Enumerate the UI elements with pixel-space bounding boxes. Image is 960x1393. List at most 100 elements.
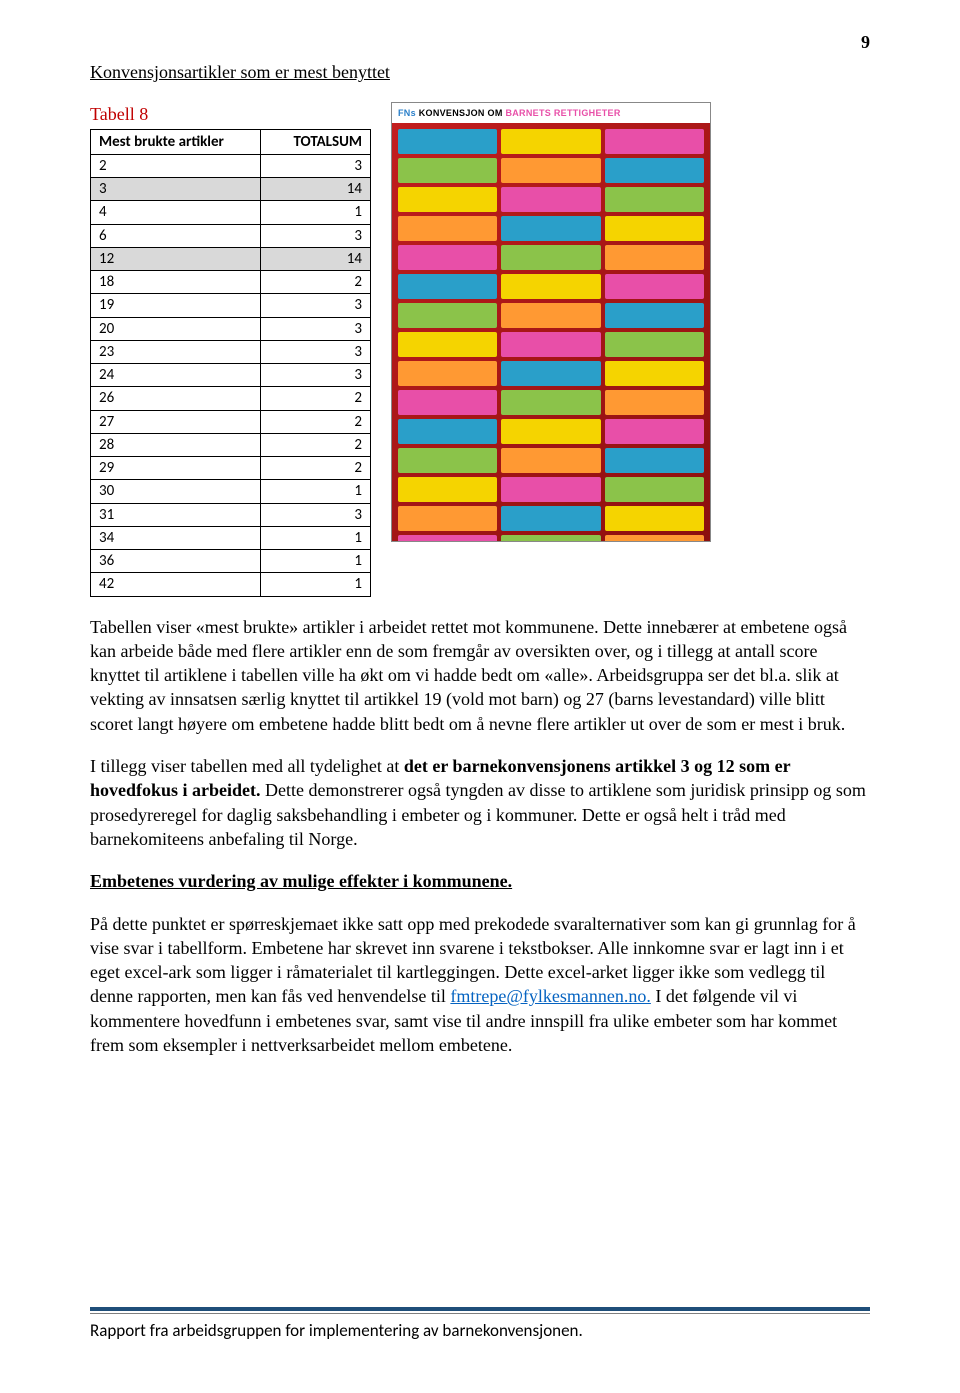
- table-row: 23: [91, 154, 371, 177]
- footer-rule-thin: [90, 1313, 870, 1314]
- poster-cell: [501, 535, 600, 542]
- table-cell-total: 1: [261, 573, 371, 596]
- poster-cell: [501, 477, 600, 502]
- table-wrap: Tabell 8 Mest brukte artikler TOTALSUM 2…: [90, 102, 371, 596]
- poster-cell: [501, 506, 600, 531]
- paragraph-2: I tillegg viser tabellen med all tydelig…: [90, 754, 870, 851]
- poster-cell: [501, 158, 600, 183]
- poster-cell: [398, 187, 497, 212]
- table-row: 292: [91, 457, 371, 480]
- table-cell-article: 2: [91, 154, 261, 177]
- table-cell-article: 42: [91, 573, 261, 596]
- table-row: 421: [91, 573, 371, 596]
- poster-cell: [605, 390, 704, 415]
- subheading: Embetenes vurdering av mulige effekter i…: [90, 869, 870, 893]
- table-cell-total: 3: [261, 340, 371, 363]
- poster-cell: [398, 390, 497, 415]
- table-row: 262: [91, 387, 371, 410]
- poster-cell: [398, 158, 497, 183]
- poster-cell: [605, 477, 704, 502]
- table-row: 203: [91, 317, 371, 340]
- articles-table: Mest brukte artikler TOTALSUM 2331441631…: [90, 129, 371, 597]
- poster-cell: [605, 129, 704, 154]
- poster-cell: [501, 274, 600, 299]
- table-row: 233: [91, 340, 371, 363]
- poster-image: FNs KONVENSJON OM BARNETS RETTIGHETER: [391, 102, 711, 542]
- poster-cell: [398, 448, 497, 473]
- table-row: 313: [91, 503, 371, 526]
- poster-cell: [605, 506, 704, 531]
- poster-cell: [501, 448, 600, 473]
- table-cell-total: 3: [261, 294, 371, 317]
- table-row: 41: [91, 201, 371, 224]
- paragraph-3: På dette punktet er spørreskjemaet ikke …: [90, 912, 870, 1058]
- table-cell-article: 18: [91, 271, 261, 294]
- table-cell-total: 1: [261, 550, 371, 573]
- footer-text: Rapport fra arbeidsgruppen for implement…: [90, 1320, 870, 1343]
- table-cell-total: 2: [261, 410, 371, 433]
- table-cell-total: 2: [261, 271, 371, 294]
- page-number: 9: [861, 30, 870, 54]
- poster-cell: [398, 274, 497, 299]
- poster-cell: [605, 245, 704, 270]
- table-cell-total: 3: [261, 154, 371, 177]
- poster-cell: [605, 448, 704, 473]
- table-label: Tabell 8: [90, 102, 371, 126]
- table-row: 272: [91, 410, 371, 433]
- table-row: 361: [91, 550, 371, 573]
- poster-title-prefix: FNs: [398, 108, 416, 118]
- table-row: 182: [91, 271, 371, 294]
- poster-cell: [605, 216, 704, 241]
- table-cell-total: 14: [261, 178, 371, 201]
- table-cell-total: 3: [261, 364, 371, 387]
- table-cell-article: 6: [91, 224, 261, 247]
- table-cell-total: 2: [261, 457, 371, 480]
- email-link[interactable]: fmtrepe@fylkesmannen.no.: [450, 986, 651, 1006]
- para2-pre: I tillegg viser tabellen med all tydelig…: [90, 756, 404, 776]
- poster-cell: [605, 535, 704, 542]
- poster-cell: [501, 419, 600, 444]
- poster-cell: [398, 361, 497, 386]
- table-cell-article: 28: [91, 433, 261, 456]
- table-row: 63: [91, 224, 371, 247]
- paragraph-1: Tabellen viser «mest brukte» artikler i …: [90, 615, 870, 736]
- table-cell-article: 4: [91, 201, 261, 224]
- poster-grid: [392, 123, 710, 542]
- poster-cell: [398, 129, 497, 154]
- table-cell-article: 26: [91, 387, 261, 410]
- footer-rule-thick: [90, 1307, 870, 1311]
- table-row: 341: [91, 526, 371, 549]
- poster-cell: [501, 187, 600, 212]
- poster-cell: [501, 361, 600, 386]
- poster-cell: [398, 419, 497, 444]
- poster-cell: [398, 245, 497, 270]
- poster-cell: [501, 390, 600, 415]
- table-cell-article: 3: [91, 178, 261, 201]
- poster-cell: [501, 216, 600, 241]
- table-row: 301: [91, 480, 371, 503]
- poster-cell: [605, 158, 704, 183]
- poster-title: FNs KONVENSJON OM BARNETS RETTIGHETER: [392, 103, 710, 123]
- poster-cell: [398, 332, 497, 357]
- table-cell-article: 19: [91, 294, 261, 317]
- table-cell-total: 1: [261, 526, 371, 549]
- section-title: Konvensjonsartikler som er mest benyttet: [90, 60, 870, 84]
- poster-cell: [501, 245, 600, 270]
- table-row: 193: [91, 294, 371, 317]
- table-cell-article: 30: [91, 480, 261, 503]
- poster-cell: [501, 332, 600, 357]
- table-header-total: TOTALSUM: [261, 129, 371, 154]
- poster-cell: [605, 332, 704, 357]
- table-cell-article: 24: [91, 364, 261, 387]
- poster-cell: [398, 303, 497, 328]
- table-cell-article: 27: [91, 410, 261, 433]
- poster-cell: [398, 216, 497, 241]
- table-cell-total: 2: [261, 387, 371, 410]
- table-cell-total: 3: [261, 317, 371, 340]
- table-and-poster-row: Tabell 8 Mest brukte artikler TOTALSUM 2…: [90, 102, 870, 596]
- table-cell-article: 23: [91, 340, 261, 363]
- poster-cell: [605, 274, 704, 299]
- poster-title-mid: KONVENSJON OM: [419, 108, 503, 118]
- table-header-row: Mest brukte artikler TOTALSUM: [91, 129, 371, 154]
- table-cell-article: 31: [91, 503, 261, 526]
